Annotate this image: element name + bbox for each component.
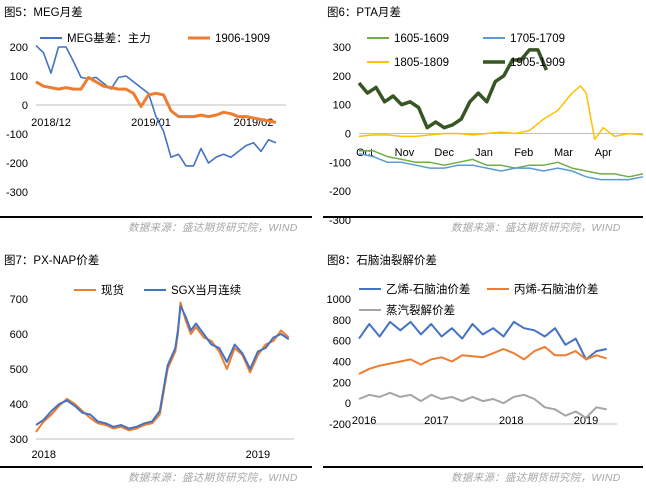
chart-bottom-rule xyxy=(323,216,643,218)
legend-label: 1705-1709 xyxy=(510,33,565,45)
x-tick-label: 2018 xyxy=(31,449,55,461)
series-line xyxy=(358,391,607,419)
y-tick-label: 0 xyxy=(345,398,351,410)
x-tick-label: 2019 xyxy=(246,449,270,461)
y-tick-label: 0 xyxy=(22,100,28,112)
series-line xyxy=(359,150,644,178)
x-tick-label: 2019 xyxy=(574,415,598,427)
y-tick-label: 1000 xyxy=(327,294,351,306)
x-tick-label: 2018 xyxy=(499,415,523,427)
legend-label: 乙烯-石脑油价差 xyxy=(386,282,470,296)
x-tick-label: 2016 xyxy=(352,415,376,427)
chart-source: 数据来源：盛达期货研究院，WIND xyxy=(128,472,298,484)
x-tick-label: 2019/01 xyxy=(131,117,171,129)
y-tick-label: -200 xyxy=(329,419,351,431)
legend-label: 1605-1609 xyxy=(394,33,449,45)
y-tick-label: -200 xyxy=(6,158,28,170)
chart-panel-px-nap: 图7：PX-NAP价差 700 600 500 400 300 2018 2019 现货 SGX… xyxy=(0,246,323,489)
legend-label: SGX当月连续 xyxy=(171,283,241,297)
chart-panel-meg: 图5：MEG月差 200 100 0 -100 -200 -300 2018/12 2019/… xyxy=(0,0,323,240)
y-tick-label: -200 xyxy=(329,186,351,198)
y-tick-label: 300 xyxy=(10,434,28,446)
chart-source: 数据来源：盛达期货研究院，WIND xyxy=(128,222,298,234)
chart-title: 图8：石脑油裂解价差 xyxy=(327,255,437,267)
series-line xyxy=(35,45,277,167)
series-line xyxy=(358,85,644,141)
x-tick-label: Jan xyxy=(475,147,493,159)
chart-svg: 1000 800 600 400 200 0 -200 2016 2017 2018 2019 乙烯-… xyxy=(327,282,617,431)
chart-bottom-rule xyxy=(0,216,312,218)
y-tick-label: -100 xyxy=(329,157,351,169)
chart-panel-naphtha: 图8：石脑油裂解价差 1000 800 600 400 200 0 -200 2016 2017… xyxy=(323,246,646,489)
chart-source: 数据来源：盛达期货研究院，WIND xyxy=(451,472,621,484)
y-tick-label: 800 xyxy=(333,315,351,327)
series-line xyxy=(35,75,277,124)
series-line xyxy=(358,152,644,181)
legend-label: 丙烯-石脑油价差 xyxy=(514,282,598,296)
y-tick-label: 200 xyxy=(333,377,351,389)
chart-svg: 300 200 100 0 -100 -200 -300 Oct Nov Dec Jan Feb Mar… xyxy=(329,33,644,227)
y-tick-label: 700 xyxy=(10,294,28,306)
chart-bottom-rule xyxy=(0,466,312,468)
series-line xyxy=(358,345,607,375)
x-tick-label: 2017 xyxy=(424,415,448,427)
chart-title: 图6：PTA月差 xyxy=(327,7,401,19)
chart-panel-pta: 图6：PTA月差 300 200 100 0 -100 -200 -300 Oct Nov Dec… xyxy=(323,0,646,240)
series-line xyxy=(358,320,607,361)
legend-label: 1905-1909 xyxy=(510,57,565,69)
y-tick-label: 200 xyxy=(333,71,351,83)
y-tick-label: 600 xyxy=(333,336,351,348)
x-tick-label: Feb xyxy=(514,147,533,159)
chart-bottom-rule xyxy=(323,466,643,468)
y-tick-label: 200 xyxy=(10,42,28,54)
y-tick-label: -300 xyxy=(6,187,28,199)
chart-title: 图5：MEG月差 xyxy=(4,7,83,19)
legend-label: MEG基差：主力 xyxy=(67,31,151,45)
y-tick-label: 300 xyxy=(333,42,351,54)
x-tick-label: Dec xyxy=(434,147,454,159)
x-tick-label: 2018/12 xyxy=(31,117,71,129)
chart-title: 图7：PX-NAP价差 xyxy=(4,255,100,267)
y-tick-label: 400 xyxy=(10,399,28,411)
legend-label: 1906-1909 xyxy=(215,33,270,45)
x-tick-label: Mar xyxy=(554,147,573,159)
legend-label: 现货 xyxy=(101,283,124,297)
legend-label: 蒸汽裂解价差 xyxy=(386,303,455,317)
y-tick-label: -100 xyxy=(6,129,28,141)
series-line xyxy=(35,305,290,430)
y-tick-label: 100 xyxy=(333,100,351,112)
x-tick-label: Nov xyxy=(395,147,415,159)
x-tick-label: Oct xyxy=(356,147,373,159)
y-tick-label: 600 xyxy=(10,329,28,341)
y-tick-label: 400 xyxy=(333,357,351,369)
x-tick-label: Apr xyxy=(595,147,612,159)
y-tick-label: 0 xyxy=(345,129,351,141)
series-line xyxy=(357,48,549,130)
chart-source: 数据来源：盛达期货研究院，WIND xyxy=(451,222,621,234)
y-tick-label: -300 xyxy=(329,215,351,227)
y-tick-label: 500 xyxy=(10,364,28,376)
y-tick-label: 100 xyxy=(10,71,28,83)
legend-label: 1805-1809 xyxy=(394,57,449,69)
